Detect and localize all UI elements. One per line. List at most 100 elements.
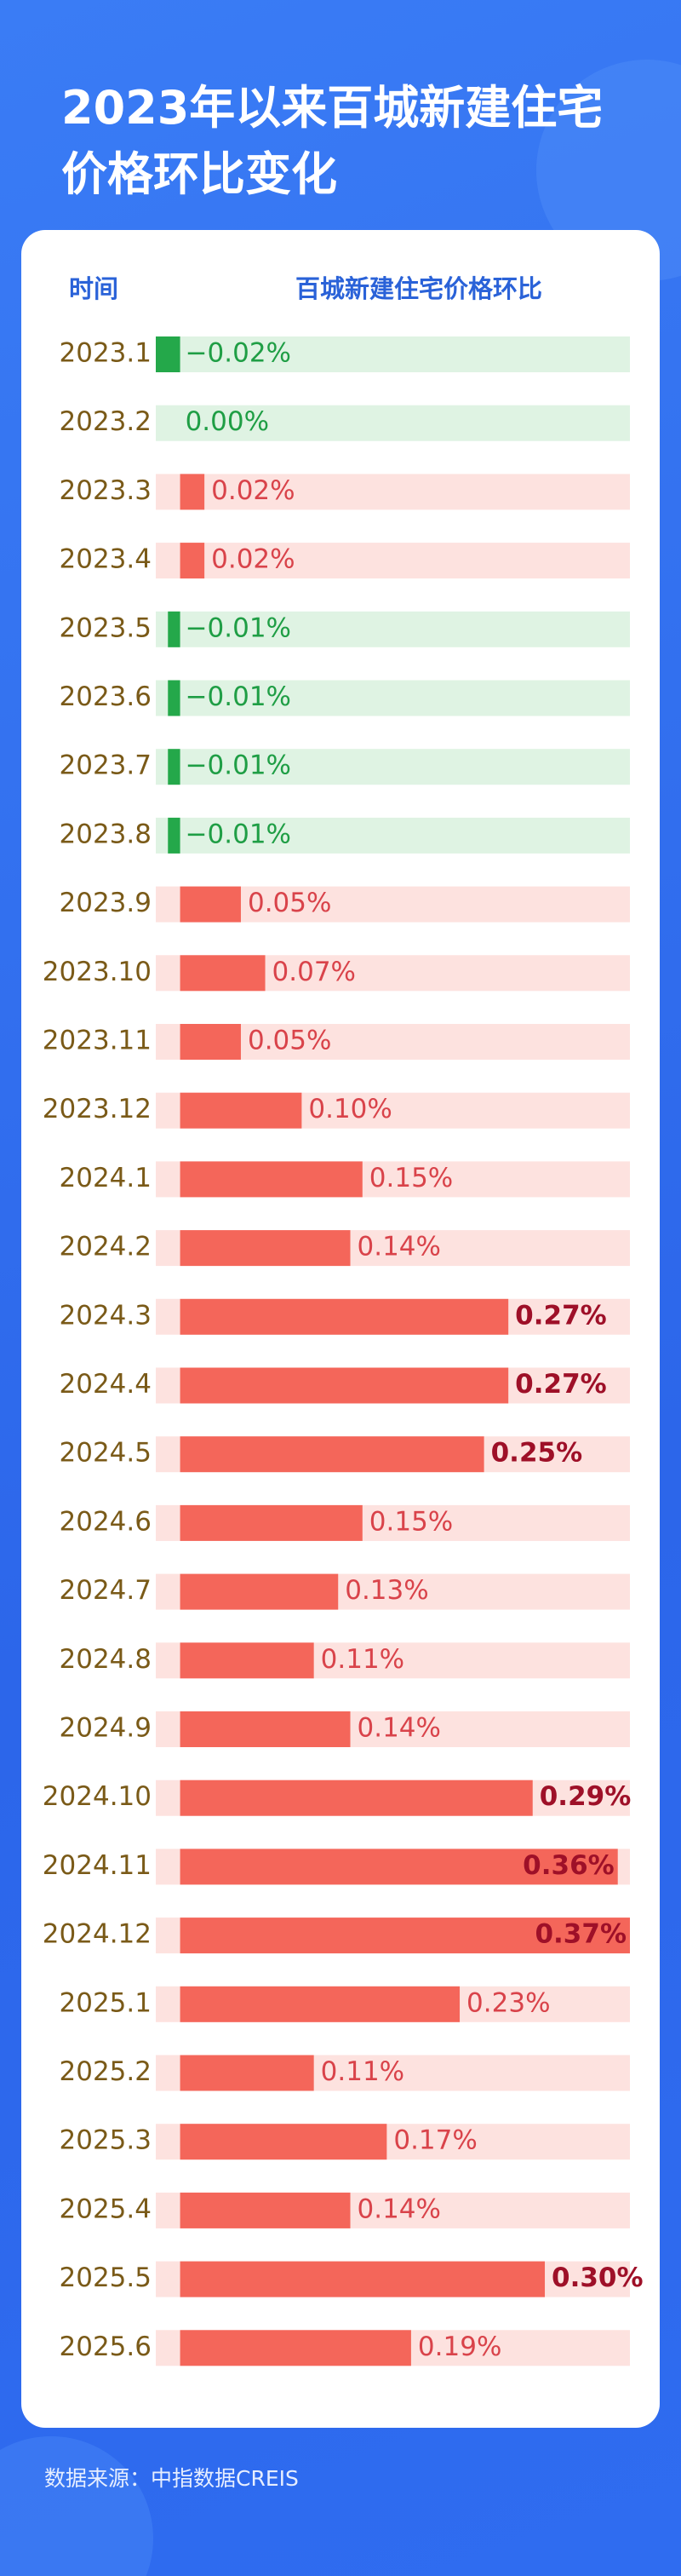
value-label: 0.11%	[321, 2056, 404, 2087]
bar	[168, 611, 180, 647]
bar	[180, 1986, 461, 2022]
track	[156, 817, 630, 854]
bar	[180, 1780, 533, 1816]
y-tick-label: 2024.1	[60, 1163, 152, 1193]
value-label: 0.02%	[211, 544, 295, 575]
y-tick-label: 2024.4	[60, 1369, 152, 1400]
value-label: 0.30%	[552, 2263, 644, 2293]
value-header: 百城新建住宅价格环比	[295, 274, 542, 303]
y-tick-label: 2023.12	[43, 1094, 152, 1124]
bar	[180, 1711, 351, 1747]
value-label: 0.05%	[248, 1026, 331, 1056]
y-tick-label: 2024.6	[60, 1506, 152, 1537]
value-label: −0.01%	[186, 612, 291, 643]
y-tick-label: 2025.1	[60, 1987, 152, 2018]
y-tick-label: 2024.11	[43, 1850, 152, 1881]
y-tick-label: 2024.5	[60, 1438, 152, 1469]
y-tick-label: 2025.3	[60, 2125, 152, 2156]
value-label: 0.27%	[515, 1300, 607, 1331]
y-tick-label: 2023.1	[60, 338, 152, 369]
bar	[180, 1298, 509, 1335]
bar	[180, 1230, 351, 1267]
y-tick-label: 2023.3	[60, 475, 152, 506]
value-label: 0.14%	[358, 2194, 441, 2224]
y-tick-label: 2024.2	[60, 1232, 152, 1262]
value-label: 0.23%	[466, 1987, 550, 2018]
track	[156, 543, 630, 579]
y-tick-label: 2024.9	[60, 1713, 152, 1744]
bar	[180, 1849, 618, 1885]
value-label: 0.14%	[358, 1713, 441, 1744]
track	[156, 611, 630, 647]
track	[156, 336, 630, 372]
y-tick-label: 2023.8	[60, 819, 152, 849]
value-label: 0.07%	[272, 957, 356, 987]
decor	[536, 60, 681, 281]
value-label: 0.10%	[308, 1094, 392, 1124]
bar	[180, 1092, 302, 1129]
category-header: 时间	[69, 274, 118, 303]
y-tick-label: 2023.2	[60, 406, 152, 437]
track	[156, 405, 630, 441]
y-tick-label: 2023.7	[60, 750, 152, 781]
value-label: 0.14%	[358, 1232, 441, 1262]
value-label: 0.13%	[345, 1575, 428, 1606]
y-tick-label: 2025.5	[60, 2263, 152, 2293]
decor	[0, 2436, 153, 2576]
bar	[180, 2330, 411, 2366]
track	[156, 680, 630, 716]
value-label: 0.15%	[369, 1506, 453, 1537]
bar	[180, 2261, 546, 2297]
value-label: 0.00%	[186, 406, 269, 437]
bar	[168, 749, 180, 785]
source: 数据来源：中指数据CREIS	[44, 2466, 299, 2491]
y-tick-label: 2024.8	[60, 1644, 152, 1675]
bar	[180, 1573, 339, 1610]
y-tick-label: 2023.4	[60, 544, 152, 575]
value-label: 0.19%	[418, 2332, 501, 2362]
value-label: 0.29%	[540, 1781, 632, 1812]
y-tick-label: 2023.6	[60, 681, 152, 712]
value-label: 0.17%	[393, 2125, 477, 2156]
value-label: 0.05%	[248, 888, 331, 918]
y-tick-label: 2023.9	[60, 888, 152, 918]
value-label: −0.01%	[186, 750, 291, 781]
value-label: −0.01%	[186, 819, 291, 849]
value-label: −0.01%	[186, 681, 291, 712]
bar	[180, 886, 241, 923]
y-tick-label: 2024.12	[43, 1919, 152, 1950]
value-label: 0.11%	[321, 1644, 404, 1675]
bar	[180, 1504, 363, 1541]
y-tick-label: 2023.10	[43, 957, 152, 987]
value-label: 0.02%	[211, 475, 295, 506]
y-tick-label: 2024.10	[43, 1781, 152, 1812]
bar	[180, 1642, 314, 1679]
value-label: 0.37%	[535, 1919, 627, 1950]
bar	[180, 1367, 509, 1404]
bar	[180, 955, 266, 992]
bar	[168, 817, 180, 854]
bar	[180, 1161, 363, 1198]
y-tick-label: 2025.6	[60, 2332, 152, 2362]
y-tick-label: 2024.7	[60, 1575, 152, 1606]
y-tick-label: 2025.4	[60, 2194, 152, 2224]
bar	[180, 2055, 314, 2091]
chart-title: 2023年以来百城新建住宅价格环比变化	[61, 81, 604, 201]
track	[156, 474, 630, 510]
bar	[180, 543, 205, 579]
bar	[180, 1024, 241, 1060]
value-label: 0.27%	[515, 1369, 607, 1400]
y-tick-label: 2023.5	[60, 612, 152, 643]
bar	[180, 2192, 351, 2228]
bar	[180, 1918, 631, 1954]
bar	[180, 1436, 484, 1473]
value-label: 0.15%	[369, 1163, 453, 1193]
value-label: −0.02%	[186, 338, 291, 369]
value-label: 0.25%	[491, 1438, 583, 1469]
y-tick-label: 2023.11	[43, 1026, 152, 1056]
value-label: 0.36%	[523, 1850, 615, 1881]
bar	[156, 336, 180, 372]
bar	[168, 680, 180, 716]
